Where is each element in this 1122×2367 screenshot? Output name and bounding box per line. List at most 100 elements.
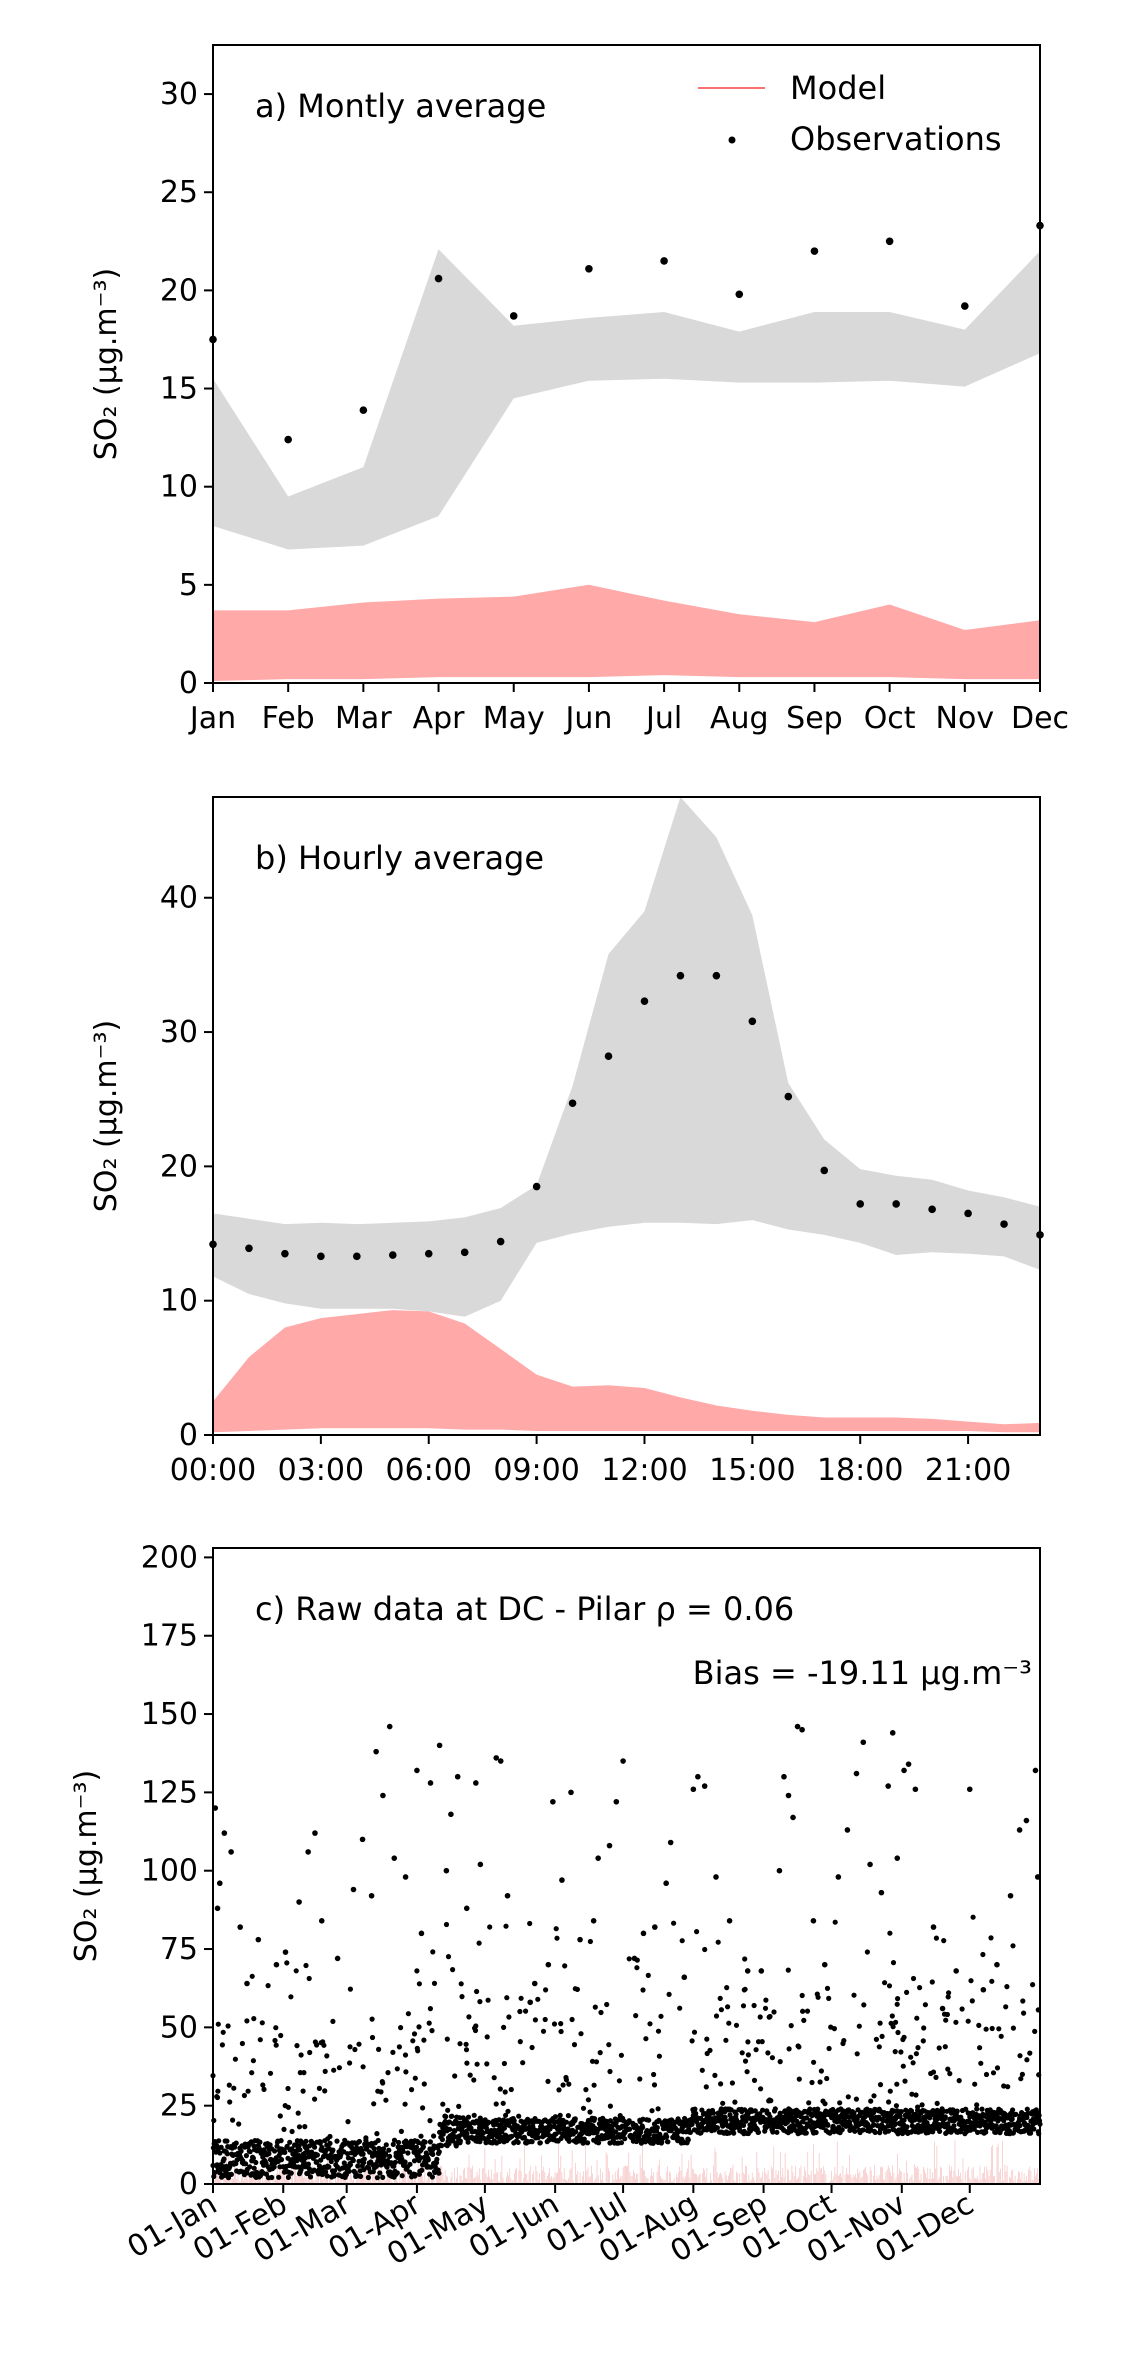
observation-peak-point	[606, 1842, 613, 1849]
observation-point-hour-8	[496, 1237, 505, 1246]
observation-peak-point	[414, 1767, 420, 1774]
observation-peak-point	[386, 1723, 393, 1730]
observation-peak-point	[1007, 1892, 1014, 1899]
x-tick-label: 21:00	[925, 1453, 1011, 1488]
b-1-y-tick-label: 40	[160, 881, 198, 916]
legend-observations-marker	[728, 136, 736, 144]
observation-point-hour-22	[1000, 1220, 1008, 1228]
observation-peak-point	[454, 1773, 461, 1780]
panel-a-x-ticks: Jan Feb Mar Apr May Jun Jul Aug Sep Oct Nov Dec	[188, 683, 1069, 736]
observation-peak-point	[221, 1830, 228, 1836]
b-1-y-tick-label: 20	[160, 1149, 198, 1184]
observation-peak-point	[545, 1961, 552, 1968]
observation-peak-point	[312, 1830, 318, 1836]
observation-peak-point	[273, 1961, 280, 1968]
observation-point-hour-18	[856, 1200, 865, 1208]
observation-peak-point	[577, 1936, 583, 1943]
observation-peak-point	[758, 1968, 765, 1974]
observation-peak-point	[296, 1899, 302, 1905]
observation-point-hour-10	[568, 1099, 577, 1108]
x-tick-label-jul: Jul	[644, 701, 682, 736]
observation-peak-point	[667, 1839, 674, 1846]
observation-peak-point	[216, 1880, 223, 1887]
observation-peak-point	[334, 1955, 341, 1962]
panel-a-frame	[212, 44, 1041, 684]
observation-peak-point	[427, 1780, 434, 1786]
panel-c: 0 25 50 75 100 125 150 175 200 01-Jan01-Feb01-Ma…	[69, 1540, 1043, 2272]
observation-peak-point	[244, 1980, 250, 1987]
observation-peak-point	[912, 1786, 919, 1793]
observation-peak-point	[305, 1849, 311, 1855]
observation-peak-point	[980, 1986, 987, 1993]
panel-c-x-ticks: 01-Jan01-Feb01-Mar01-Apr01-May01-Jun01-J…	[122, 2184, 980, 2272]
observation-point-sep	[810, 247, 819, 255]
c-2-y-tick-label: 75	[160, 1932, 198, 1967]
observation-peak-point	[901, 1767, 907, 1774]
observation-peak-point	[966, 1786, 973, 1793]
observation-peak-point	[1032, 1767, 1039, 1774]
observation-peak-point	[318, 1918, 325, 1924]
observation-peak-point	[867, 1861, 873, 1868]
observation-peak-point	[889, 1730, 896, 1736]
observation-peak-point	[776, 1867, 783, 1874]
observation-peak-point	[785, 1792, 792, 1799]
observation-peak-point	[504, 1892, 511, 1899]
panel-c-label: c) Raw data at DC - Pilar ρ = 0.06	[255, 1590, 794, 1628]
observation-peak-point	[810, 1918, 817, 1924]
observation-point-apr	[434, 274, 443, 283]
observation-peak-point	[726, 1918, 733, 1924]
observation-peak-point	[844, 1827, 851, 1833]
a-0-y-tick-label: 15	[160, 372, 198, 407]
x-tick-label: 03:00	[278, 1453, 364, 1488]
observation-peak-point	[568, 1789, 574, 1796]
observation-peak-point	[695, 1773, 701, 1780]
x-tick-label: 18:00	[817, 1453, 903, 1488]
observation-peak-point	[391, 1855, 398, 1861]
a-0-y-tick-label: 20	[160, 273, 198, 308]
panel-a-y-axis-label: SO₂ (μg.m⁻³)	[89, 268, 124, 460]
observation-point-hour-11	[604, 1052, 613, 1061]
observation-peak-point	[878, 1889, 885, 1896]
panel-b: 0 10 20 30 40 00:00 03:00 06:00 09:00 12:00 15:00…	[89, 796, 1044, 1488]
observation-point-hour-2	[281, 1249, 289, 1258]
observation-peak-point	[418, 1930, 425, 1937]
panel-a: 0 5 10 15 20 25 30 Jan Feb Mar Apr May Jun Jul Aug Sep…	[89, 44, 1069, 736]
observation-peak-point	[652, 1924, 658, 1930]
observation-peak-point	[1023, 1817, 1030, 1824]
panel-c-y-ticks: 0 25 50 75 100 125 150 175 200	[141, 1540, 213, 2202]
observation-point-hour-21	[964, 1209, 972, 1218]
observation-point-feb	[284, 435, 292, 444]
observation-point-mar	[359, 406, 368, 414]
observation-point-nov	[961, 302, 969, 310]
model-range-band	[213, 584, 1040, 681]
a-0-y-tick-label: 25	[160, 175, 198, 210]
panel-b-label: b) Hourly average	[255, 839, 544, 877]
observation-peak-point	[853, 1770, 860, 1777]
observation-peak-point	[885, 1783, 891, 1789]
x-tick-label-apr: Apr	[413, 701, 466, 736]
observation-point-hour-3	[317, 1252, 325, 1261]
model-range-band	[213, 1310, 1040, 1433]
panel-a-bands	[213, 249, 1040, 681]
observation-point-hour-6	[424, 1249, 433, 1258]
observation-peak-point	[905, 1761, 912, 1767]
observation-peak-point	[930, 1924, 937, 1930]
observation-peak-point	[497, 1758, 504, 1764]
observation-range-band	[213, 249, 1040, 550]
observation-point-jul	[660, 257, 668, 265]
a-0-y-tick-label: 10	[160, 470, 198, 505]
observation-peak-point	[794, 1723, 801, 1730]
panel-b-y-axis-label: SO₂ (μg.m⁻³)	[89, 1020, 124, 1212]
observation-point-hour-20	[928, 1205, 936, 1214]
observation-peak-point	[380, 1792, 386, 1799]
c-2-y-tick-label: 125	[141, 1775, 198, 1810]
x-tick-label-dec: Dec	[1011, 701, 1069, 736]
x-tick-label-sep: Sep	[786, 701, 843, 736]
x-tick-label-aug: Aug	[710, 701, 769, 736]
observation-peak-point	[373, 1748, 379, 1755]
observation-point-hour-14	[712, 971, 721, 980]
observation-point-hour-1	[245, 1244, 253, 1253]
observation-peak-point	[620, 1758, 626, 1764]
x-tick-label: 06:00	[386, 1453, 472, 1488]
